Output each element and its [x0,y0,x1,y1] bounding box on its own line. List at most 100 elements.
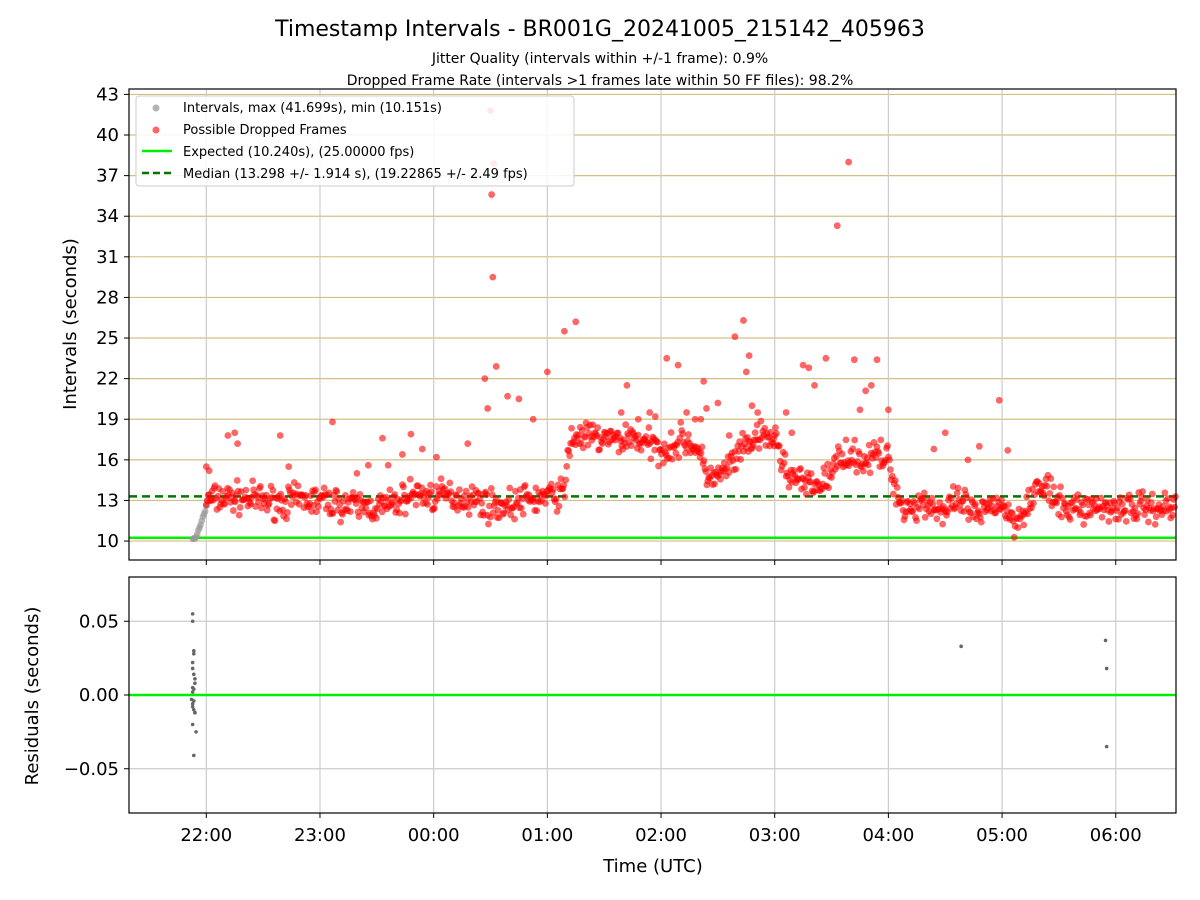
x-tick-label: 03:00 [749,825,801,846]
residual-point [959,644,963,649]
dropped-frame-point [660,440,668,448]
dropped-frame-point [235,511,243,519]
dropped-frame-point [875,449,883,457]
dropped-frame-point [295,500,303,508]
dropped-frame-point [372,514,380,522]
dropped-frame-point [920,489,928,497]
dropped-frame-point [362,504,370,512]
residual-point [190,660,195,665]
dropped-frame-point [775,442,783,450]
dropped-frame-outlier [822,354,830,362]
dropped-frame-point [1126,495,1134,503]
dropped-frame-point [446,479,454,487]
residual-point [191,651,196,656]
dropped-frame-point [947,495,955,502]
dropped-frame-point [552,495,560,503]
dropped-frame-point [780,459,788,467]
dropped-frame-point [1148,490,1156,498]
dropped-frame-point [781,451,789,458]
dropped-frame-point [233,477,241,484]
dropped-frame-point [263,506,271,514]
dropped-frame-point [667,429,675,436]
dropped-frame-point [314,503,322,510]
dropped-frame-point [939,520,947,528]
dropped-frame-point [563,463,571,470]
dropped-frame-outlier [697,415,705,423]
dropped-frame-point [1169,511,1176,519]
dropped-frame-point [637,446,645,454]
dropped-frame-point [355,513,363,521]
residual-point [193,710,197,715]
legend: Intervals, max (41.699s), min (10.151s) … [135,95,575,187]
dropped-frame-point [1121,507,1129,514]
dropped-frame-point [1053,499,1061,507]
dropped-frame-outlier [833,222,841,230]
dropped-frame-point [866,469,874,477]
dropped-frame-outlier [651,413,659,420]
dropped-frame-point [824,460,832,468]
dropped-frame-point [1046,490,1054,497]
legend-label-dropped: Possible Dropped Frames [183,123,347,138]
dropped-frame-point [271,517,279,525]
intervals-y-ticks: 10 13 16 19 22 25 28 31 34 37 40 43 [96,84,129,552]
dropped-frame-point [257,482,264,490]
dropped-frame-point [1020,521,1028,529]
dropped-frame-outlier [663,354,671,362]
dropped-frame-point [802,490,810,498]
dropped-frame-point [412,501,420,509]
dropped-frame-point [277,490,285,498]
dropped-frame-outlier [930,445,938,453]
dropped-frame-point [553,508,561,515]
dropped-frame-point [642,433,650,440]
residuals-y-tick-label: 0.00 [79,685,119,706]
residual-point [190,666,195,671]
dropped-frame-point [953,489,961,497]
dropped-frame-point [891,477,899,484]
dropped-frame-point [877,436,885,444]
dropped-frame-point [418,484,426,492]
dropped-frame-point [1004,501,1012,508]
dropped-frame-point [578,427,586,434]
dropped-frame-point [755,445,763,452]
dropped-frame-point [1043,482,1051,490]
dropped-frame-point [329,510,337,517]
dropped-frame-point [928,494,936,502]
dropped-frame-point [549,485,557,493]
dropped-frame-outlier [276,432,284,439]
chart-title: Timestamp Intervals - BR001G_20241005_21… [274,17,925,42]
dropped-frame-point [884,442,891,450]
dropped-frame-outlier [754,409,762,416]
dropped-frame-point [517,504,525,512]
dropped-frame-outlier [805,364,813,372]
dropped-frame-outlier [329,418,336,426]
intervals-y-tick-label: 37 [96,166,119,187]
dropped-frame-point [283,515,290,523]
dropped-frame-point [698,443,706,451]
dropped-frame-outlier [714,399,722,407]
dropped-frame-outlier [231,429,239,437]
dropped-frame-point [219,487,227,495]
dropped-frame-point [790,466,798,474]
dropped-frame-outlier [634,415,642,423]
dropped-frame-point [456,486,463,494]
residual-point [1103,638,1108,643]
residuals-points [189,612,1109,758]
dropped-frame-point [749,441,757,449]
dropped-frame-point [1145,518,1152,526]
dropped-frame-outlier [399,451,406,458]
dropped-frame-point [716,475,724,483]
dropped-frame-point [400,483,407,491]
dropped-frame-point [337,518,345,526]
dropped-frame-point [1014,524,1022,532]
legend-marker-intervals [152,104,160,112]
dropped-frame-point [312,486,319,494]
chart-subtitle-dropped: Dropped Frame Rate (intervals >1 frames … [347,73,854,89]
residual-point [191,753,196,758]
dropped-frame-point [757,417,765,425]
dropped-frame-point [863,454,871,462]
dropped-frame-point [933,515,941,523]
dropped-frame-outlier [873,356,881,364]
dropped-frame-point [1131,504,1139,512]
dropped-frame-point [851,436,859,444]
dropped-frame-point [562,476,570,484]
